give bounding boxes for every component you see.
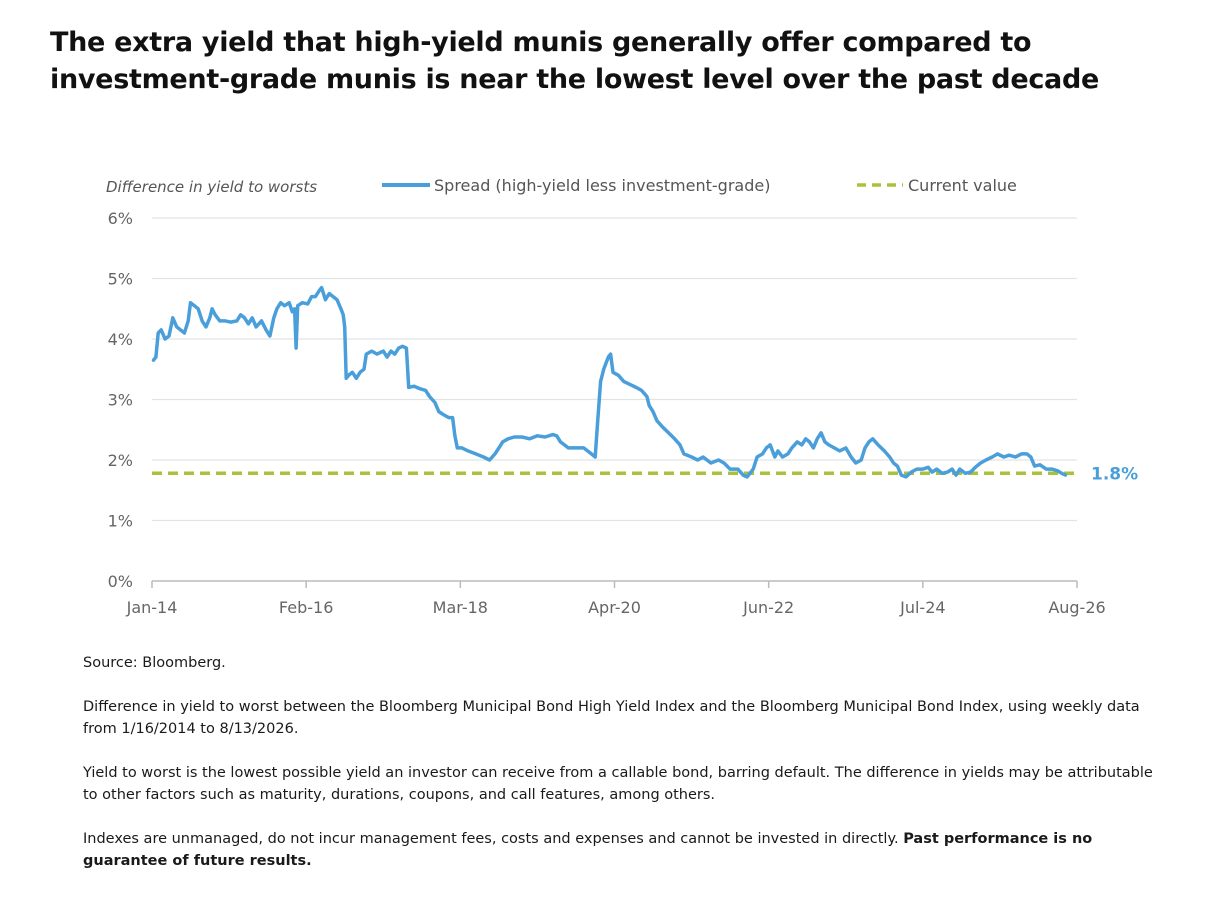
y-tick-labels: 0% 1% 2% 3% 4% 5% 6% — [108, 209, 133, 591]
line-chart: Difference in yield to worsts Spread (hi… — [106, 176, 1138, 617]
x-tick-label: Jan-14 — [126, 598, 178, 617]
disclaimer-text: Indexes are unmanaged, do not incur mana… — [83, 831, 904, 847]
ytw-note: Yield to worst is the lowest possible yi… — [83, 765, 1153, 803]
y-tick-label: 4% — [108, 330, 133, 349]
current-value-label: 1.8% — [1091, 464, 1138, 484]
x-tick-label: Jun-22 — [742, 598, 794, 617]
spread-series-line — [151, 285, 1068, 479]
footnotes: Source: Bloomberg. Difference in yield t… — [83, 652, 1163, 894]
x-tick-label: Jul-24 — [899, 598, 945, 617]
y-tick-label: 3% — [108, 391, 133, 410]
y-tick-label: 1% — [108, 512, 133, 531]
y-tick-label: 6% — [108, 209, 133, 228]
x-tick-label: Apr-20 — [588, 598, 641, 617]
y-tick-label: 5% — [108, 270, 133, 289]
y-tick-label: 2% — [108, 451, 133, 470]
legend-current-label: Current value — [908, 176, 1017, 195]
x-tick-label: Feb-16 — [279, 598, 333, 617]
legend-spread-label: Spread (high-yield less investment-grade… — [434, 176, 770, 195]
x-tick-label: Aug-26 — [1048, 598, 1105, 617]
disclaimer-note: Indexes are unmanaged, do not incur mana… — [83, 828, 1163, 872]
past-performance-warning: Past performance is no guarantee of futu… — [83, 831, 1093, 869]
gridlines — [152, 217, 1077, 522]
method-note: Difference in yield to worst between the… — [83, 699, 1140, 737]
x-tick-label: Mar-18 — [433, 598, 488, 617]
series-layer: 1.8% — [151, 285, 1138, 484]
x-axis: Jan-14 Feb-16 Mar-18 Apr-20 Jun-22 Jul-24 Aug-… — [126, 580, 1106, 617]
y-tick-label: 0% — [108, 572, 133, 591]
legend: Difference in yield to worsts Spread (hi… — [106, 176, 1017, 196]
source-note: Source: Bloomberg. — [83, 655, 226, 671]
chart-headline: The extra yield that high-yield munis ge… — [50, 27, 1100, 95]
y-axis-label: Difference in yield to worsts — [106, 178, 317, 196]
